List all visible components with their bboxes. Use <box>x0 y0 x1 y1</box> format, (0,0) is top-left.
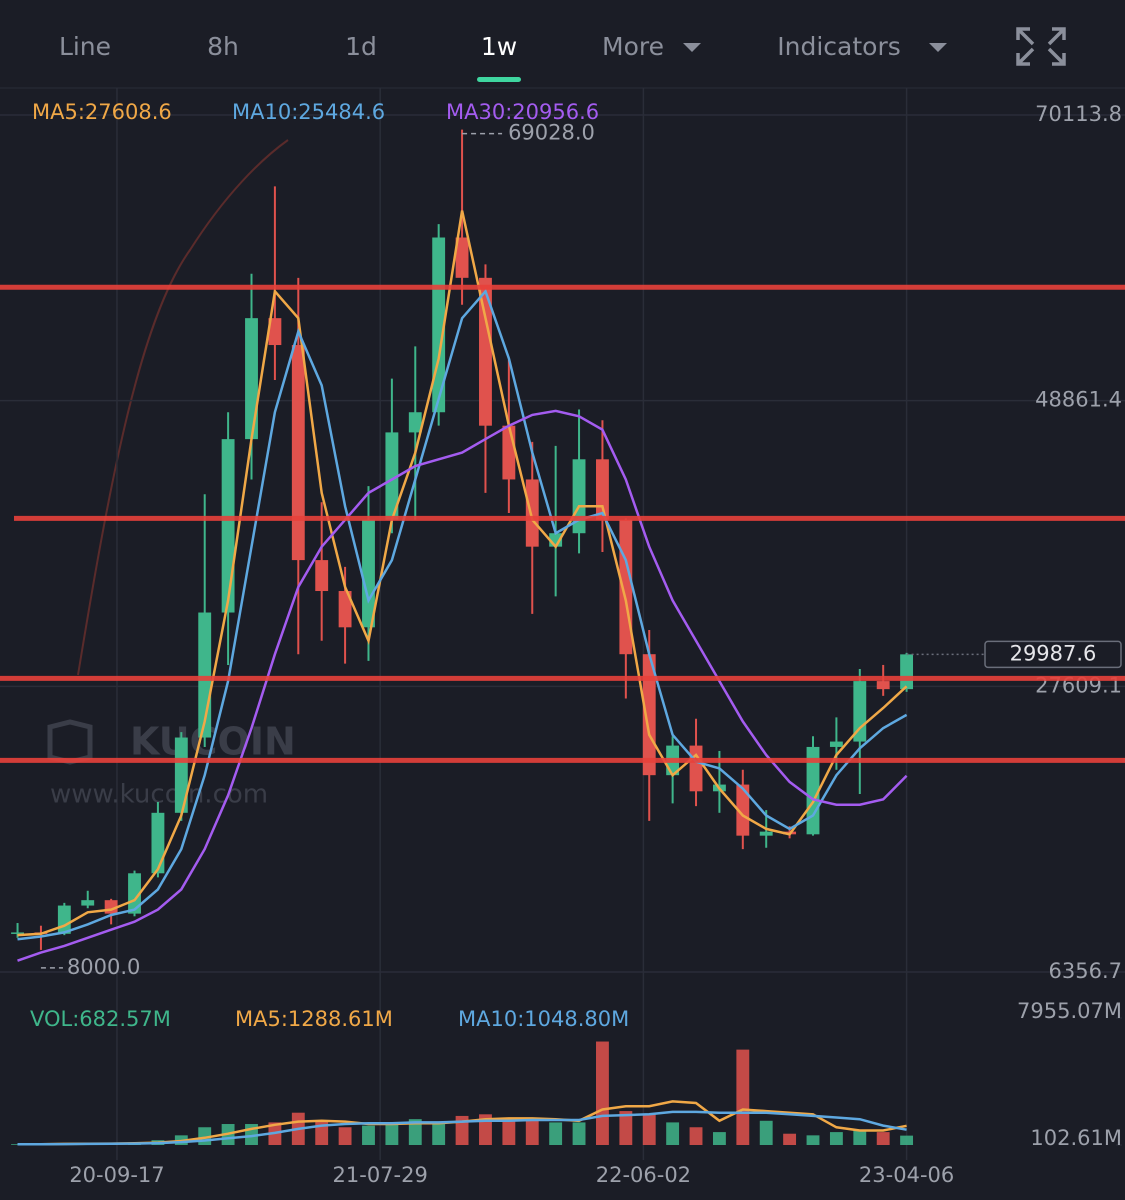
candle-body <box>596 459 609 520</box>
candle-body <box>385 432 399 520</box>
candle-body <box>806 746 820 835</box>
volume-bar <box>525 1120 539 1145</box>
candle-body <box>900 654 914 690</box>
candle-body <box>128 873 141 914</box>
tab[interactable]: Line <box>59 32 111 61</box>
ma-line <box>17 210 908 937</box>
tab[interactable]: 1w <box>481 32 517 61</box>
low-label: 8000.0 <box>67 955 140 979</box>
volume-bar <box>596 1041 609 1145</box>
volume-bar <box>829 1132 843 1145</box>
volume-bar <box>736 1049 750 1145</box>
volume-bar <box>502 1119 516 1145</box>
y-tick-label: 70113.8 <box>1035 102 1122 126</box>
candle-body <box>572 459 586 534</box>
x-tick-label: 20-09-17 <box>69 1163 164 1187</box>
ma-line <box>17 1110 907 1146</box>
active-tab-underline <box>477 77 521 82</box>
volume-bar <box>783 1133 797 1145</box>
candle-body <box>736 784 750 836</box>
candle-body <box>268 318 282 346</box>
watermark-url: www.kucoin.com <box>50 780 268 810</box>
candle-body <box>502 425 516 480</box>
volume-bar <box>806 1135 820 1145</box>
x-tick-label: 22-06-02 <box>596 1163 691 1187</box>
volume-bar <box>362 1125 375 1145</box>
volume-bar <box>385 1122 399 1145</box>
more-caret[interactable] <box>683 43 701 52</box>
drawn-arc <box>77 139 289 676</box>
candle-body <box>245 318 258 440</box>
volume-bar <box>455 1115 469 1145</box>
tab[interactable]: More <box>602 32 664 61</box>
legend-entry: MA10:1048.80M <box>458 1007 629 1031</box>
candle-body <box>315 560 329 592</box>
candle-body <box>362 519 375 628</box>
candle-body <box>876 681 890 690</box>
tab[interactable]: 8h <box>207 32 239 61</box>
volume-bar <box>408 1119 422 1145</box>
volume-bar <box>338 1127 352 1145</box>
y-tick-label: 102.61M <box>1030 1126 1122 1150</box>
x-tick-label: 23-04-06 <box>859 1163 954 1187</box>
volume-bar <box>549 1122 563 1145</box>
volume-bar <box>619 1111 633 1145</box>
x-tick-label: 21-07-29 <box>333 1163 428 1187</box>
volume-bar <box>666 1122 680 1145</box>
ma-line <box>17 409 908 962</box>
candle-body <box>11 932 24 934</box>
candle-body <box>408 412 422 433</box>
ma-line <box>17 288 908 941</box>
icon-part <box>1047 27 1066 46</box>
candle-body <box>759 831 773 836</box>
y-tick-label: 7955.07M <box>1017 999 1122 1023</box>
candle-body <box>151 812 165 874</box>
candle-body <box>81 900 95 906</box>
volume-bar <box>876 1132 890 1145</box>
last-price-box <box>984 640 1122 669</box>
fullscreen-icon[interactable] <box>1016 27 1066 66</box>
candle-body <box>174 737 188 813</box>
watermark-logo <box>47 719 93 765</box>
candle-body <box>689 745 703 792</box>
legend-entry: MA5:27608.6 <box>32 100 172 124</box>
y-tick-label: 48861.4 <box>1035 388 1122 412</box>
volume-bar <box>900 1135 914 1145</box>
icon-part <box>1047 47 1066 66</box>
volume-bar <box>853 1130 867 1145</box>
volume-bar <box>759 1120 773 1145</box>
candle-body <box>642 654 656 776</box>
candle-body <box>829 741 843 747</box>
volume-bar <box>642 1114 656 1145</box>
candle-body <box>455 237 469 278</box>
last-price-label: 29987.6 <box>1010 641 1097 665</box>
volume-title: VOL:682.57M <box>30 1007 171 1031</box>
legend-entry: MA10:25484.6 <box>232 100 385 124</box>
high-label: 69028.0 <box>508 121 595 145</box>
tab[interactable]: 1d <box>345 32 377 61</box>
icon-part <box>1016 47 1035 66</box>
candle-body <box>479 277 492 426</box>
candle-body <box>338 591 352 628</box>
y-tick-label: 6356.7 <box>1049 959 1122 983</box>
volume-bar <box>432 1122 446 1145</box>
indicators-caret[interactable] <box>929 43 947 52</box>
candle-body <box>291 345 305 561</box>
volume-bar <box>572 1122 586 1145</box>
tab[interactable]: Indicators <box>777 32 901 61</box>
candle-body <box>525 479 539 547</box>
legend-entry: MA5:1288.61M <box>235 1007 393 1031</box>
candle-body <box>221 439 235 613</box>
legend-entry: MA30:20956.6 <box>446 100 599 124</box>
volume-bar <box>712 1132 726 1145</box>
icon-part <box>1016 27 1035 46</box>
volume-bar <box>689 1127 703 1145</box>
